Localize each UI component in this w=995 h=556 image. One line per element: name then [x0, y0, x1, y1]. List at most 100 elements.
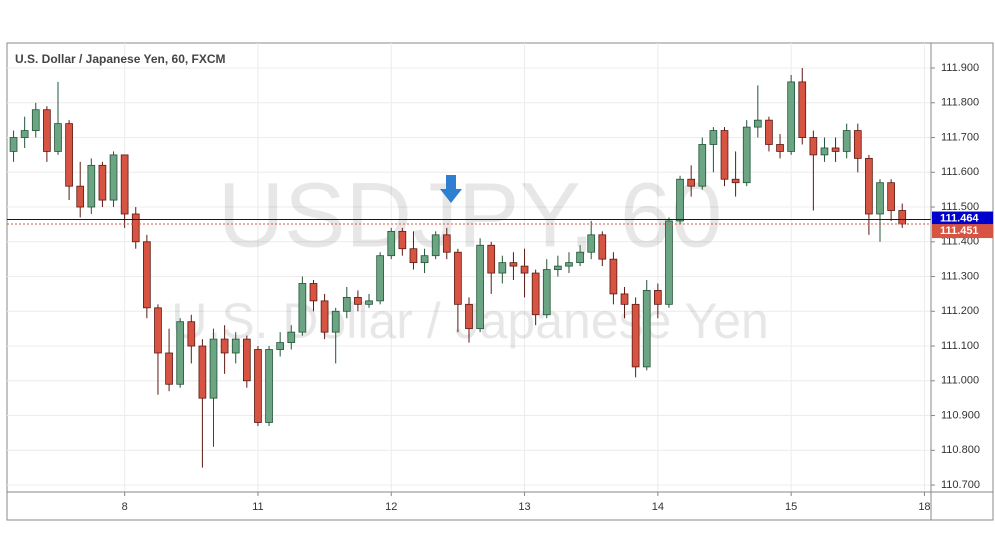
- candle-body: [687, 178, 696, 187]
- y-tick-label: 111.900: [941, 62, 979, 74]
- candle-body: [898, 210, 907, 225]
- candle-body: [298, 283, 307, 333]
- candle-body: [387, 230, 396, 257]
- candle-body: [598, 234, 607, 260]
- candle-body: [787, 81, 795, 152]
- candle-body: [487, 244, 496, 274]
- axes: 111.900111.800111.700111.600111.500111.4…: [122, 62, 993, 513]
- candle-body: [542, 269, 551, 316]
- candle-body: [609, 258, 618, 295]
- candle-body: [354, 296, 362, 305]
- candle-body: [698, 144, 707, 187]
- candle-body: [842, 130, 851, 152]
- candle-body: [831, 147, 840, 152]
- candle-body: [109, 154, 118, 201]
- y-tick-label: 111.100: [941, 340, 979, 352]
- price-label-box: [932, 211, 993, 226]
- candle-body: [742, 126, 751, 184]
- x-tick-label: 8: [122, 501, 128, 513]
- candle-body: [254, 349, 262, 423]
- candle-body: [509, 262, 518, 267]
- candle-body: [753, 119, 762, 128]
- candle-body: [709, 130, 718, 145]
- candle-body: [43, 109, 51, 152]
- y-tick-label: 111.200: [941, 305, 979, 317]
- candle-body: [776, 144, 784, 152]
- candle-body: [587, 234, 596, 253]
- y-tick-label: 111.400: [941, 236, 979, 248]
- y-tick-label: 111.800: [941, 97, 979, 109]
- candle-body: [476, 244, 484, 330]
- candle-body: [265, 349, 273, 423]
- candle-body: [176, 321, 185, 385]
- candle-body: [31, 109, 40, 131]
- candle-body: [87, 164, 96, 208]
- y-tick-label: 110.700: [941, 479, 980, 491]
- price-label: 111.451: [940, 225, 979, 237]
- candle-body: [409, 248, 418, 264]
- candle-body: [576, 251, 584, 264]
- candle-body: [820, 147, 829, 156]
- x-tick-label: 15: [785, 501, 797, 513]
- candle-body: [809, 137, 818, 156]
- candle-body: [342, 296, 351, 312]
- candle-body: [98, 164, 107, 201]
- candle-body: [65, 123, 73, 187]
- candle-body: [653, 290, 662, 305]
- candle-body: [209, 338, 218, 399]
- candle-body: [731, 178, 740, 184]
- candle-body: [642, 290, 651, 368]
- x-tick-label: 18: [918, 501, 930, 513]
- annotation-arrow: [440, 175, 462, 203]
- price-label-box: [932, 224, 993, 239]
- y-tick-label: 110.900: [941, 409, 980, 421]
- x-tick-label: 11: [252, 501, 263, 513]
- candle-body: [242, 338, 251, 382]
- candle-body: [665, 220, 673, 305]
- price-label: 111.464: [940, 212, 979, 224]
- y-tick-label: 111.300: [941, 270, 979, 282]
- candle-body: [9, 137, 18, 152]
- candles: [7, 68, 931, 468]
- candle-body: [198, 345, 207, 399]
- y-tick-label: 110.800: [941, 444, 980, 456]
- chart-title: U.S. Dollar / Japanese Yen, 60, FXCM: [15, 52, 226, 66]
- frame: [6, 42, 994, 521]
- candle-body: [365, 300, 373, 305]
- candle-body: [165, 352, 173, 385]
- candle-body: [120, 154, 129, 215]
- candle-body: [876, 182, 884, 215]
- candle-body: [320, 300, 329, 333]
- candle-body: [853, 130, 862, 159]
- y-tick-label: 111.000: [941, 375, 979, 387]
- candle-body: [554, 265, 562, 270]
- candle-body: [442, 234, 451, 253]
- candle-body: [865, 157, 873, 215]
- candle-body: [887, 182, 895, 211]
- candle-body: [276, 342, 285, 350]
- x-tick-label: 12: [385, 501, 397, 513]
- candle-body: [565, 262, 573, 267]
- candle-body: [620, 293, 629, 305]
- y-tick-label: 111.500: [941, 201, 979, 213]
- candle-body: [220, 338, 229, 354]
- candle-body: [20, 130, 29, 138]
- x-tick-label: 14: [652, 501, 664, 513]
- watermark: USDJPY, 60: [218, 164, 723, 266]
- candle-body: [76, 185, 85, 208]
- candle-body: [376, 255, 384, 302]
- candle-body: [676, 178, 684, 222]
- candle-body: [331, 310, 340, 333]
- candle-body: [187, 321, 196, 347]
- candle-body: [143, 241, 151, 309]
- candle-body: [498, 262, 507, 274]
- grid: [7, 43, 931, 492]
- y-tick-label: 111.700: [941, 131, 979, 143]
- candle-body: [520, 265, 529, 274]
- candle-body: [54, 123, 62, 152]
- candle-body: [131, 213, 140, 243]
- candle-body: [431, 234, 440, 257]
- candle-body: [231, 338, 240, 354]
